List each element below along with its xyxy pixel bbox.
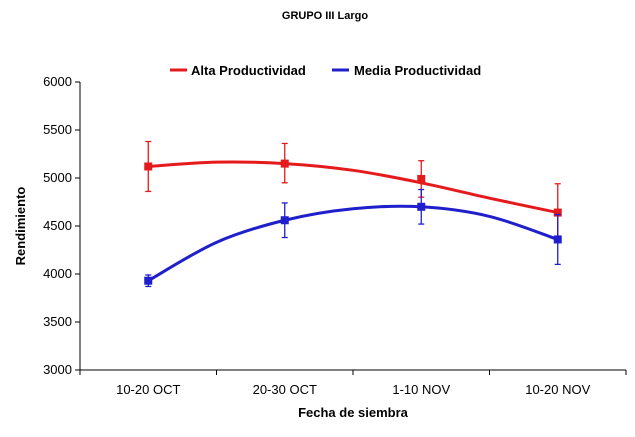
- data-point-media: [280, 216, 289, 225]
- data-point-alta: [417, 174, 426, 183]
- legend: Alta Productividad Media Productividad: [170, 63, 481, 78]
- y-tick-label: 5000: [43, 170, 72, 185]
- data-point-media: [553, 235, 562, 244]
- trend-curve-media: [147, 204, 559, 283]
- y-tick-label: 4000: [43, 266, 72, 281]
- chart-title: GRUPO III Largo: [282, 10, 368, 22]
- y-tick-label: 3000: [43, 362, 72, 377]
- series-media: [144, 188, 562, 288]
- data-point-media: [417, 202, 426, 211]
- y-tick-label: 5500: [43, 122, 72, 137]
- x-axis-title: Fecha de siembra: [298, 405, 409, 420]
- series-layer: [144, 140, 562, 288]
- data-point-alta: [280, 159, 289, 168]
- trend-curve-alta: [148, 160, 559, 215]
- x-ticks: 10-20 OCT 20-30 OCT 1-10 NOV 10-20 NOV: [79, 370, 627, 397]
- y-tick-label: 6000: [43, 74, 72, 89]
- y-ticks: 3000 3500 4000 4500 5000 5500 6000: [43, 74, 80, 377]
- legend-label-media: Media Productividad: [354, 63, 481, 78]
- x-tick-label: 1-10 NOV: [392, 382, 450, 397]
- x-tick-label: 10-20 OCT: [116, 382, 180, 397]
- data-point-media: [144, 276, 153, 285]
- x-tick-label: 20-30 OCT: [253, 382, 317, 397]
- legend-label-alta: Alta Productividad: [191, 63, 306, 78]
- y-tick-label: 4500: [43, 218, 72, 233]
- x-tick-label: 10-20 NOV: [525, 382, 590, 397]
- y-tick-label: 3500: [43, 314, 72, 329]
- series-alta: [144, 140, 562, 242]
- y-axis-title: Rendimiento: [13, 187, 28, 266]
- data-point-alta: [144, 162, 153, 171]
